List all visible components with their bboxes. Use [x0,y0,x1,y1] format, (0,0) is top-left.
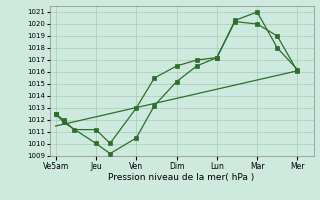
X-axis label: Pression niveau de la mer( hPa ): Pression niveau de la mer( hPa ) [108,173,255,182]
